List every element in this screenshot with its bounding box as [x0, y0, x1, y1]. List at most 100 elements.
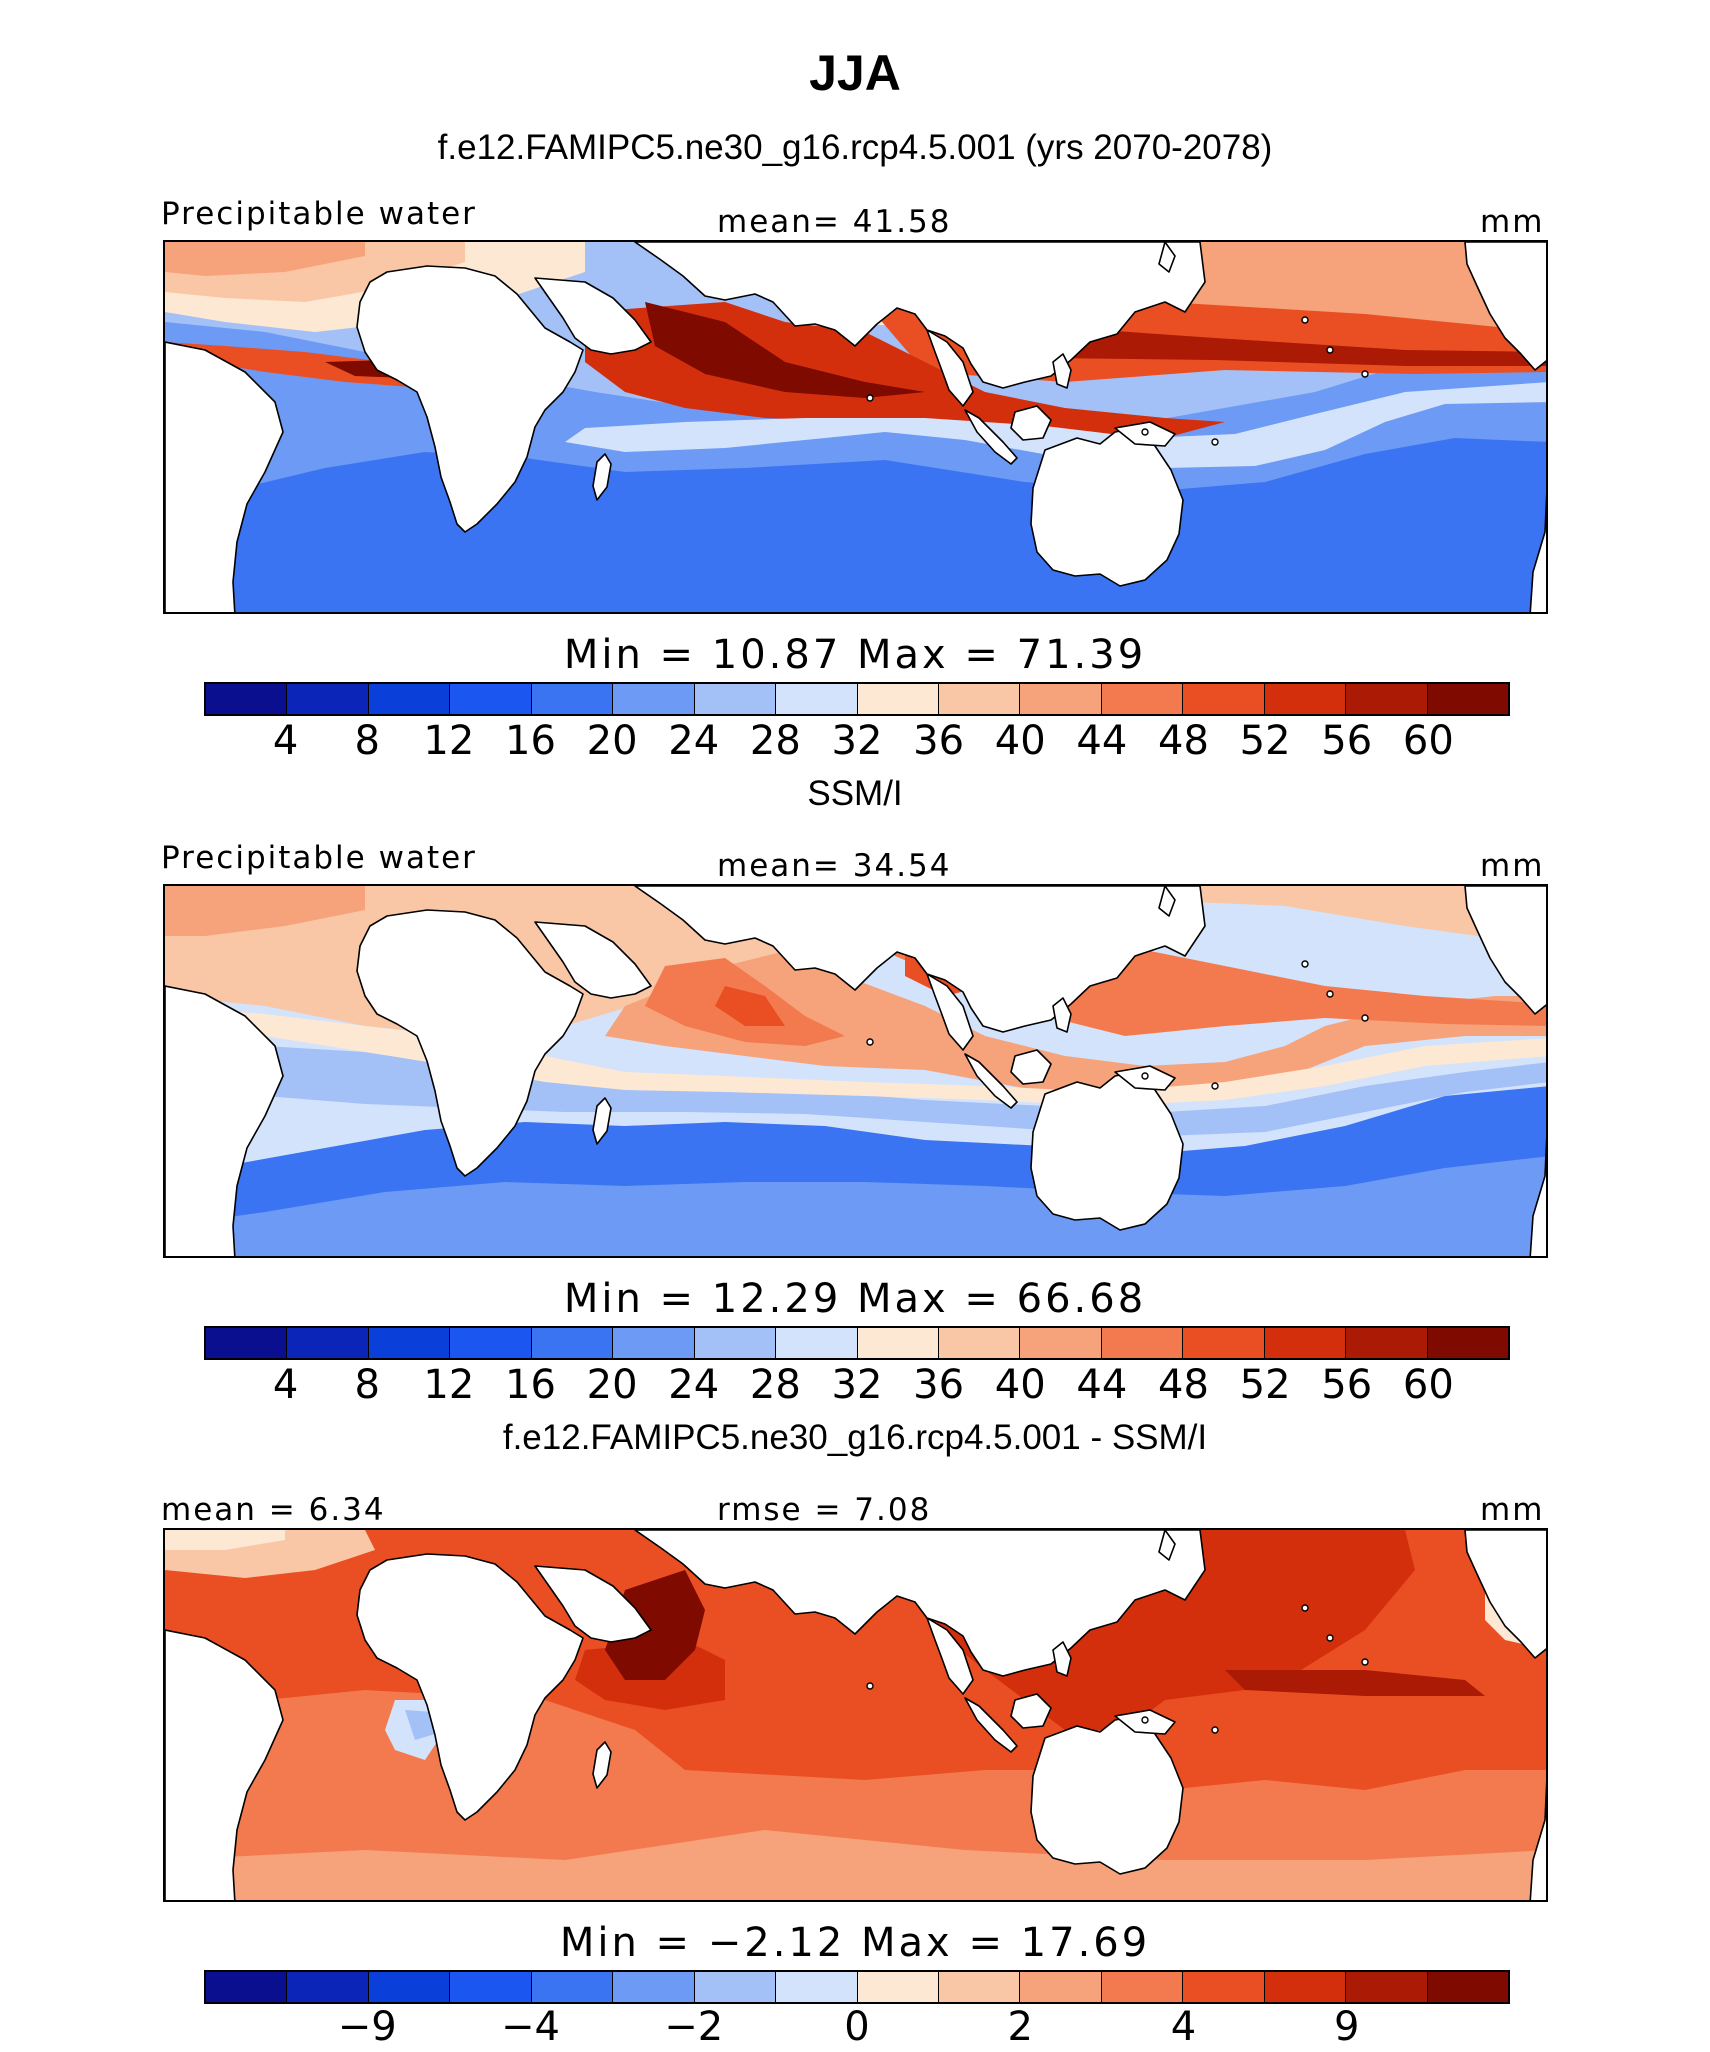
colorbar-tick-label: 56: [1321, 1362, 1373, 1408]
colorbar-box: [1020, 684, 1102, 714]
panel-1-variable-label: Precipitable water: [161, 196, 477, 232]
figure-title: JJA: [809, 45, 901, 101]
coastline: [165, 985, 284, 1256]
coastline: [165, 341, 284, 612]
colorbar-tick-label: 16: [505, 1362, 556, 1408]
colorbar-box: [1183, 1972, 1265, 2002]
landmasses: [165, 242, 1546, 612]
coastline: [1010, 405, 1052, 441]
colorbar-box: [857, 684, 939, 714]
colorbar-tick-label: 24: [668, 1362, 720, 1408]
colorbar-box: [1264, 1972, 1347, 2002]
panel-2-variable-label: Precipitable water: [161, 840, 477, 876]
colorbar-box: [1020, 1972, 1102, 2002]
colorbar-tick-label: −9: [337, 2004, 397, 2050]
panel-2-mean-label: mean= 34.54: [717, 848, 952, 884]
colorbar-box: [694, 684, 777, 714]
colorbar-box: [1346, 1328, 1428, 1358]
colorbar-box: [857, 1972, 939, 2002]
coastline: [926, 1617, 974, 1695]
colorbar-box: [287, 1328, 369, 1358]
contour-band: [565, 382, 1546, 468]
colorbar-box: [1346, 684, 1428, 714]
colorbar-tick-label: 52: [1239, 718, 1291, 764]
panel-3-units: mm: [1480, 1492, 1545, 1528]
colorbar-tick-label: 32: [831, 718, 883, 764]
landmasses: [165, 886, 1546, 1256]
contour-band: [165, 438, 1546, 612]
colorbar-box: [1020, 1328, 1102, 1358]
coastline: [1464, 1530, 1546, 1659]
contour-band: [165, 1530, 285, 1550]
coastline: [1052, 1641, 1072, 1677]
panel-1-minmax: Min = 10.87 Max = 71.39: [563, 632, 1147, 678]
colorbar-tick-label: 4: [272, 718, 299, 764]
island: [866, 394, 874, 402]
colorbar-tick-label: 60: [1402, 718, 1454, 764]
colorbar-box: [613, 684, 695, 714]
contour-bands: [165, 242, 1546, 612]
island: [866, 1682, 874, 1690]
colorbar-tick-label: 40: [994, 1362, 1046, 1408]
island: [1301, 316, 1309, 324]
coastline: [1052, 353, 1072, 389]
colorbar-box: [613, 1972, 695, 2002]
contour-band: [715, 986, 785, 1026]
colorbar-box: [1183, 1328, 1265, 1358]
colorbar-box: [1264, 1328, 1347, 1358]
coastline: [1158, 886, 1176, 917]
contour-band: [605, 1570, 705, 1680]
colorbar-box: [1101, 684, 1184, 714]
coastline: [592, 1741, 612, 1789]
island: [1326, 1634, 1334, 1642]
contour-band: [405, 1710, 435, 1740]
colorbar-tick-label: 44: [1076, 1362, 1128, 1408]
colorbar-box: [938, 684, 1021, 714]
island: [1211, 1726, 1219, 1734]
colorbar-box: [1264, 684, 1347, 714]
island: [1326, 346, 1334, 354]
island: [1141, 428, 1149, 436]
coastline: [534, 1565, 652, 1643]
colorbar-tick-label: 40: [994, 718, 1046, 764]
coastline: [634, 242, 1206, 389]
panel-2-units: mm: [1480, 848, 1545, 884]
panel-1-units: mm: [1480, 204, 1545, 240]
panel-1-field: [165, 242, 1546, 612]
colorbar-box: [1101, 1972, 1184, 2002]
colorbar-tick-label: 52: [1239, 1362, 1291, 1408]
colorbar-box: [531, 1972, 614, 2002]
coastline: [964, 1053, 1018, 1109]
colorbar-tick-label: −2: [664, 2004, 724, 2050]
coastline: [592, 453, 612, 501]
colorbar-box: [287, 684, 369, 714]
colorbar-box: [206, 1972, 288, 2002]
contour-band: [645, 302, 925, 398]
coastline: [356, 1553, 584, 1821]
island: [1141, 1072, 1149, 1080]
colorbar-tick-label: 36: [913, 718, 965, 764]
coastline: [1464, 242, 1546, 371]
colorbar-box: [531, 684, 614, 714]
panel-3-colorbar-ticks: −9 −4 −2 0 2 4 9: [204, 2004, 1510, 2052]
coastline: [1030, 427, 1184, 587]
colorbar-box: [287, 1972, 369, 2002]
colorbar-tick-label: 48: [1158, 718, 1209, 764]
panel-3-rmse-label: rmse = 7.08: [717, 1492, 932, 1528]
colorbar-tick-label: 16: [505, 718, 556, 764]
colorbar-box: [776, 1972, 858, 2002]
coastline: [1030, 1715, 1184, 1875]
coastline: [356, 909, 584, 1177]
coastline: [634, 886, 1206, 1033]
coastline: [1529, 1136, 1546, 1256]
coastline: [1052, 997, 1072, 1033]
coastline: [1010, 1693, 1052, 1729]
colorbar-box: [450, 1972, 532, 2002]
panel-3-minmax: Min = −2.12 Max = 17.69: [559, 1920, 1151, 1966]
contour-band: [265, 1046, 1546, 1136]
colorbar-box: [776, 684, 858, 714]
colorbar-tick-label: 36: [913, 1362, 965, 1408]
contour-band: [1225, 1670, 1485, 1696]
colorbar-box: [368, 1328, 451, 1358]
colorbar-box: [938, 1328, 1021, 1358]
